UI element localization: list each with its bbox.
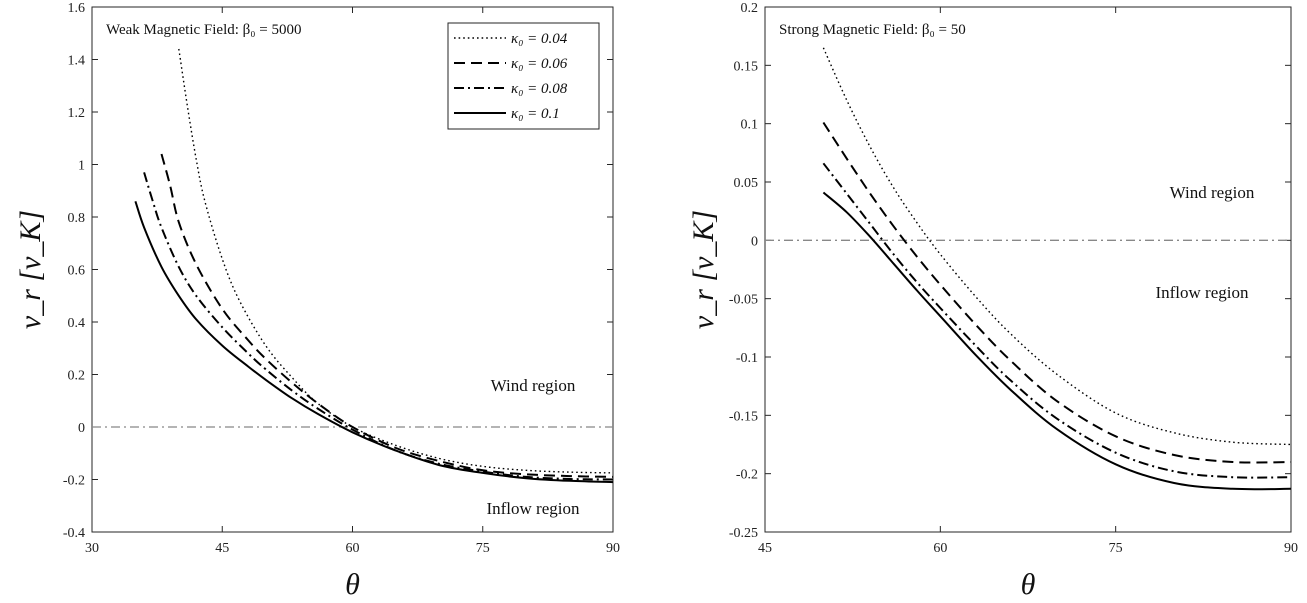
y-tick-label: -0.1: [736, 351, 758, 366]
x-axis-label: θ: [345, 568, 360, 601]
x-tick-label: 75: [476, 541, 490, 556]
y-tick-label: 0: [78, 421, 85, 436]
y-tick-label: 0.2: [741, 1, 759, 16]
y-tick-label: -0.15: [729, 409, 758, 424]
y-axis-label: v_r [v_K]: [687, 210, 720, 329]
series-line-1: [822, 47, 1292, 446]
series-line-2: [160, 153, 614, 478]
y-tick-label: 0.4: [68, 316, 86, 331]
y-tick-label: 0.8: [68, 211, 86, 226]
x-tick-label: 45: [215, 541, 229, 556]
x-tick-label: 90: [606, 541, 620, 556]
x-tick-label: 30: [85, 541, 99, 556]
legend-entry-1: κ₀ = 0.04: [511, 31, 568, 47]
series-line-2: [822, 121, 1292, 464]
x-axis-label: θ: [1021, 568, 1036, 601]
chart-panel-2: -0.25 -0.2 -0.15 -0.1 -0.05 0 0.05 0.1 0.15 0.2 45…: [687, 1, 1298, 601]
panel-title: Strong Magnetic Field: β₀ = 50: [779, 22, 966, 38]
y-tick-label: -0.2: [63, 474, 85, 489]
y-tick-label: 0.05: [734, 176, 759, 191]
inflow-region-label: Inflow region: [1155, 283, 1249, 302]
legend: κ₀ = 0.04 κ₀ = 0.06 κ₀ = 0.08 κ₀ = 0.1: [447, 22, 600, 130]
x-tick-label: 75: [1109, 541, 1123, 556]
y-tick-label: -0.4: [63, 526, 85, 541]
wind-region-label: Wind region: [1170, 183, 1255, 202]
y-tick-label: 0.1: [741, 118, 759, 133]
y-tick-label: 1: [78, 159, 85, 174]
y-axis-label: v_r [v_K]: [14, 210, 47, 329]
panel-title: Weak Magnetic Field: β₀ = 5000: [106, 22, 302, 38]
series-line-4: [134, 200, 614, 484]
plot-frame: [764, 6, 1292, 533]
series-line-3: [143, 172, 614, 481]
y-tick-label: -0.25: [729, 526, 758, 541]
inflow-region-label: Inflow region: [486, 499, 580, 518]
y-tick-label: 0.6: [68, 264, 86, 279]
legend-entry-2: κ₀ = 0.06: [511, 56, 568, 72]
series-line-4: [822, 191, 1292, 491]
x-tick-label: 90: [1284, 541, 1298, 556]
y-tick-label: 1.4: [68, 54, 86, 69]
legend-box: [447, 22, 600, 130]
x-tick-label: 60: [933, 541, 947, 556]
y-tick-label: -0.2: [736, 468, 758, 483]
y-tick-label: -0.05: [729, 293, 758, 308]
x-tick-label: 45: [758, 541, 772, 556]
y-tick-label: 1.6: [68, 1, 86, 16]
y-tick-label: 0.15: [734, 59, 759, 74]
x-tick-label: 60: [346, 541, 360, 556]
y-tick-label: 0: [751, 234, 758, 249]
y-tick-label: 1.2: [68, 106, 86, 121]
chart-panel-1: -0.4 -0.2 0 0.2 0.4 0.6 0.8 1 1.2 1.4 1.6 30 45 60 75 9…: [14, 1, 620, 601]
y-tick-label: 0.2: [68, 369, 86, 384]
legend-entry-3: κ₀ = 0.08: [511, 81, 568, 97]
wind-region-label: Wind region: [491, 376, 576, 395]
legend-entry-4: κ₀ = 0.1: [511, 106, 560, 122]
